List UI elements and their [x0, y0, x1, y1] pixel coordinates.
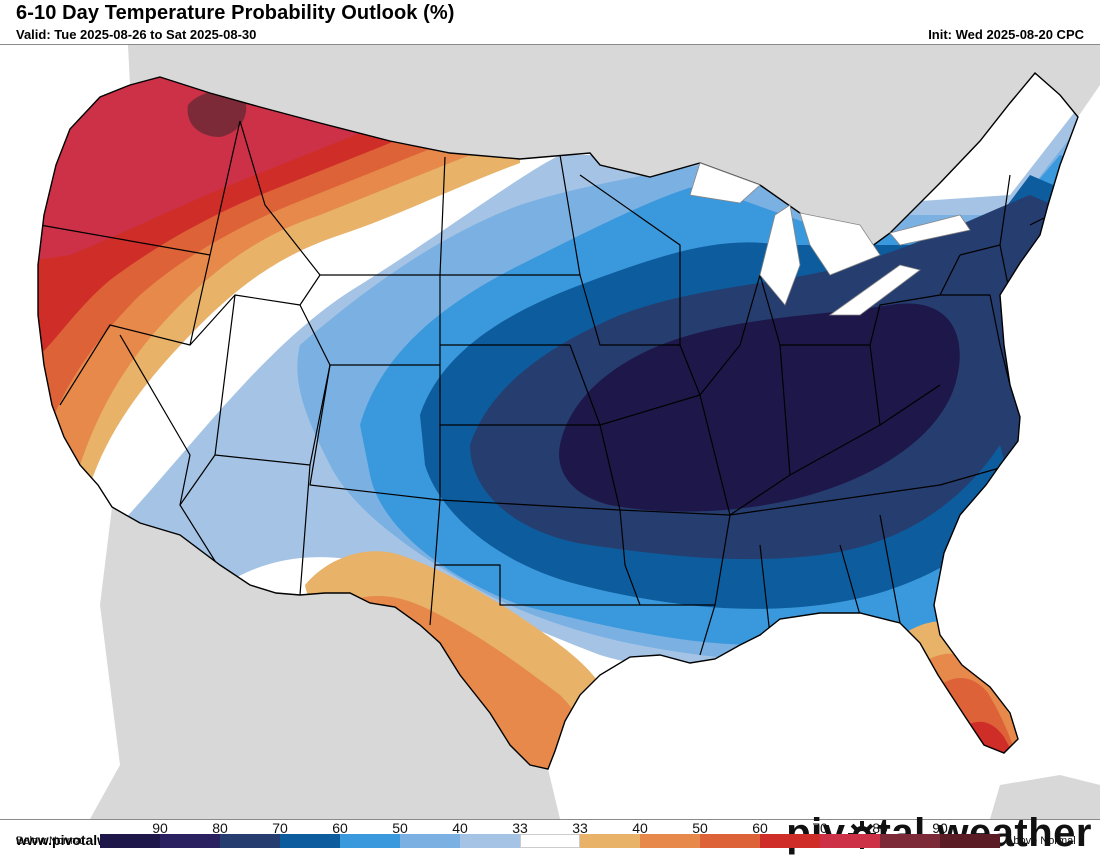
init-time: Init: Wed 2025-08-20 CPC	[928, 27, 1084, 42]
legend-tick-label: 90	[932, 820, 948, 836]
legend-tick-label: 33	[512, 820, 528, 836]
legend-tick-label: 90	[152, 820, 168, 836]
color-legend: Below Normal 90 80 70 60 50 40 33 33 40 50 60 70 80 9…	[0, 818, 1100, 850]
legend-tick-label: 70	[812, 820, 828, 836]
state-boundaries	[39, 120, 1051, 656]
legend-swatch	[700, 834, 760, 848]
legend-above-label: Above Normal	[1006, 835, 1076, 847]
legend-swatch	[280, 834, 340, 848]
legend-swatch	[160, 834, 220, 848]
legend-tick-label: 60	[752, 820, 768, 836]
valid-period: Valid: Tue 2025-08-26 to Sat 2025-08-30	[16, 27, 257, 42]
caribbean-land	[990, 775, 1100, 819]
legend-tick-label: 33	[572, 820, 588, 836]
legend-swatch	[940, 834, 1000, 848]
map-panel[interactable]	[0, 44, 1100, 820]
legend-tick-label: 50	[392, 820, 408, 836]
great-lakes	[689, 162, 971, 316]
legend-swatch	[340, 834, 400, 848]
legend-swatch	[400, 834, 460, 848]
legend-tick-label: 70	[272, 820, 288, 836]
legend-below-label: Below Normal	[16, 835, 85, 847]
legend-tick-label: 80	[872, 820, 888, 836]
canada-land	[0, 45, 1100, 255]
outlook-map	[0, 45, 1100, 819]
legend-swatch	[880, 834, 940, 848]
legend-tick-label: 50	[692, 820, 708, 836]
legend-tick-label: 60	[332, 820, 348, 836]
mexico-land	[90, 507, 560, 819]
legend-tick-label: 40	[452, 820, 468, 836]
legend-swatch	[100, 834, 160, 848]
legend-swatch	[520, 834, 580, 848]
legend-swatch	[220, 834, 280, 848]
legend-colorbar	[100, 834, 1000, 848]
legend-swatch	[460, 834, 520, 848]
legend-tick-label: 40	[632, 820, 648, 836]
legend-swatch	[640, 834, 700, 848]
map-title: 6-10 Day Temperature Probability Outlook…	[16, 2, 455, 24]
legend-tick-label: 80	[212, 820, 228, 836]
legend-swatch	[760, 834, 820, 848]
contour-below-80	[559, 303, 960, 512]
legend-swatch	[820, 834, 880, 848]
legend-swatch	[580, 834, 640, 848]
contour-above-90	[187, 90, 247, 137]
